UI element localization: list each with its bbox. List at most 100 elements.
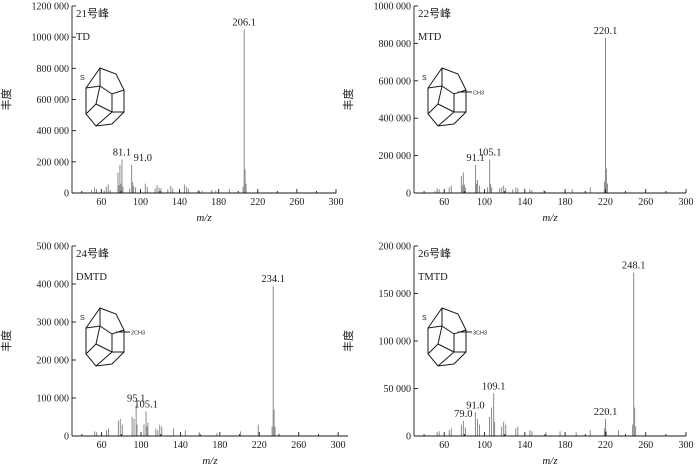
y-tick-label: 0 xyxy=(406,432,411,443)
structure-sulfur-label: S xyxy=(80,315,85,322)
chart-panel: 0 100 000 200 000 300 000 400 000 500 000 60 10… xyxy=(0,242,348,467)
structure-drawing: S xyxy=(80,67,125,127)
x-tick-label: 60 xyxy=(439,440,449,451)
y-tick-label: 1000 000 xyxy=(32,33,70,44)
x-tick-label: 260 xyxy=(638,197,653,208)
peak-label: 91.0 xyxy=(466,400,484,411)
structure-drawing: S 3CH3 xyxy=(422,307,487,367)
y-tick-label: 300 000 xyxy=(37,318,70,329)
structure-substituent-label: 3CH3 xyxy=(473,331,487,337)
peak-label: 105.1 xyxy=(134,399,158,410)
peak-label: 91.1 xyxy=(466,153,484,164)
compound-name: TD xyxy=(76,32,90,43)
structure-substituent-label: CH3 xyxy=(473,91,484,97)
peak-label: 81.1 xyxy=(113,147,131,158)
x-tick-label: 180 xyxy=(211,197,226,208)
structure-drawing: S 2CH3 xyxy=(80,307,145,367)
y-tick-label: 400 000 xyxy=(37,280,70,291)
chart-panel: 0 50 000 100 000 150 000 200 000 60 100 140 180 2… xyxy=(341,242,694,468)
x-tick-label: 260 xyxy=(291,440,306,451)
y-axis-label: 丰度 xyxy=(0,89,13,111)
x-tick-label: 260 xyxy=(289,197,304,208)
structure-substituent-label: 2CH3 xyxy=(131,331,145,337)
structure-cage xyxy=(427,67,467,127)
peak-label: 234.1 xyxy=(261,274,285,285)
peak-label: 220.1 xyxy=(594,407,618,418)
y-axis-label: 丰度 xyxy=(341,89,355,111)
x-tick-label: 300 xyxy=(331,440,346,451)
compound-name: TMTD xyxy=(418,272,448,283)
x-tick-label: 220 xyxy=(598,440,613,451)
y-tick-label: 1200 000 xyxy=(32,2,70,13)
y-tick-label: 600 000 xyxy=(37,95,70,106)
compound-name: MTD xyxy=(418,32,442,43)
y-tick-label: 100 000 xyxy=(37,394,70,405)
y-tick-label: 200 000 xyxy=(379,242,412,253)
peak-label: 105.1 xyxy=(478,147,502,158)
peak-label: 220.1 xyxy=(594,26,618,37)
panel-title: 22号峰 xyxy=(418,7,451,20)
x-tick-label: 260 xyxy=(638,440,653,451)
x-tick-label: 300 xyxy=(679,197,694,208)
compound-name: DMTD xyxy=(76,272,107,283)
x-tick-label: 300 xyxy=(679,440,694,451)
x-tick-label: 100 xyxy=(133,197,148,208)
structure-cage xyxy=(85,67,125,127)
x-axis-label: m/z xyxy=(542,455,558,467)
peak-bars xyxy=(91,29,247,193)
structure-cage xyxy=(85,307,125,367)
x-tick-label: 140 xyxy=(173,440,188,451)
x-tick-label: 60 xyxy=(97,440,107,451)
x-tick-label: 140 xyxy=(172,197,187,208)
y-tick-label: 1000 000 xyxy=(374,2,412,13)
x-tick-label: 180 xyxy=(558,440,573,451)
x-tick-label: 100 xyxy=(477,440,492,451)
x-tick-label: 180 xyxy=(558,197,573,208)
y-tick-label: 0 xyxy=(406,189,411,200)
y-tick-label: 200 000 xyxy=(37,157,70,168)
peak-label: 79.0 xyxy=(454,409,472,420)
structure-sulfur-label: S xyxy=(80,75,85,82)
y-tick-label: 400 000 xyxy=(379,114,412,125)
y-axis-label: 丰度 xyxy=(0,330,13,352)
x-axis-label: m/z xyxy=(196,212,212,224)
peak-label: 95.1 xyxy=(127,394,145,405)
peak-label: 248.1 xyxy=(622,261,646,272)
x-tick-label: 60 xyxy=(96,197,106,208)
peak-label: 91.0 xyxy=(134,153,152,164)
peak-bars xyxy=(434,37,608,193)
y-tick-label: 200 000 xyxy=(37,356,70,367)
y-tick-label: 100 000 xyxy=(379,337,412,348)
y-tick-label: 800 000 xyxy=(379,39,412,50)
y-tick-label: 0 xyxy=(64,432,69,443)
x-tick-label: 140 xyxy=(517,197,532,208)
peak-label: 109.1 xyxy=(482,381,506,392)
y-tick-label: 50 000 xyxy=(384,384,412,395)
y-axis-label: 丰度 xyxy=(341,330,355,352)
structure-drawing: S CH3 xyxy=(422,67,484,127)
y-tick-label: 400 000 xyxy=(37,126,70,137)
peak-bars xyxy=(436,272,637,436)
structure-sulfur-label: S xyxy=(422,315,427,322)
chart-panel: 0 200 000 400 000 600 000 800 000 1000 000 120… xyxy=(0,2,344,225)
panel-title: 21号峰 xyxy=(76,7,109,20)
structure-sulfur-label: S xyxy=(422,75,427,82)
y-tick-label: 200 000 xyxy=(379,151,412,162)
y-tick-label: 600 000 xyxy=(379,76,412,87)
peak-bars xyxy=(94,285,276,436)
chart-panel: 0 200 000 400 000 600 000 800 000 1000 000 60 1… xyxy=(341,2,694,225)
x-axis-label: m/z xyxy=(542,212,558,224)
x-tick-label: 180 xyxy=(212,440,227,451)
y-tick-label: 0 xyxy=(64,189,69,200)
peak-label: 206.1 xyxy=(232,17,256,28)
x-axis-label: m/z xyxy=(202,455,218,467)
panel-title: 24号峰 xyxy=(76,247,109,260)
panel-title: 26号峰 xyxy=(418,247,451,260)
x-tick-label: 220 xyxy=(250,197,265,208)
x-tick-label: 220 xyxy=(598,197,613,208)
y-tick-label: 800 000 xyxy=(37,64,70,75)
y-tick-label: 150 000 xyxy=(379,289,412,300)
y-tick-label: 500 000 xyxy=(37,242,70,253)
x-tick-label: 220 xyxy=(252,440,267,451)
